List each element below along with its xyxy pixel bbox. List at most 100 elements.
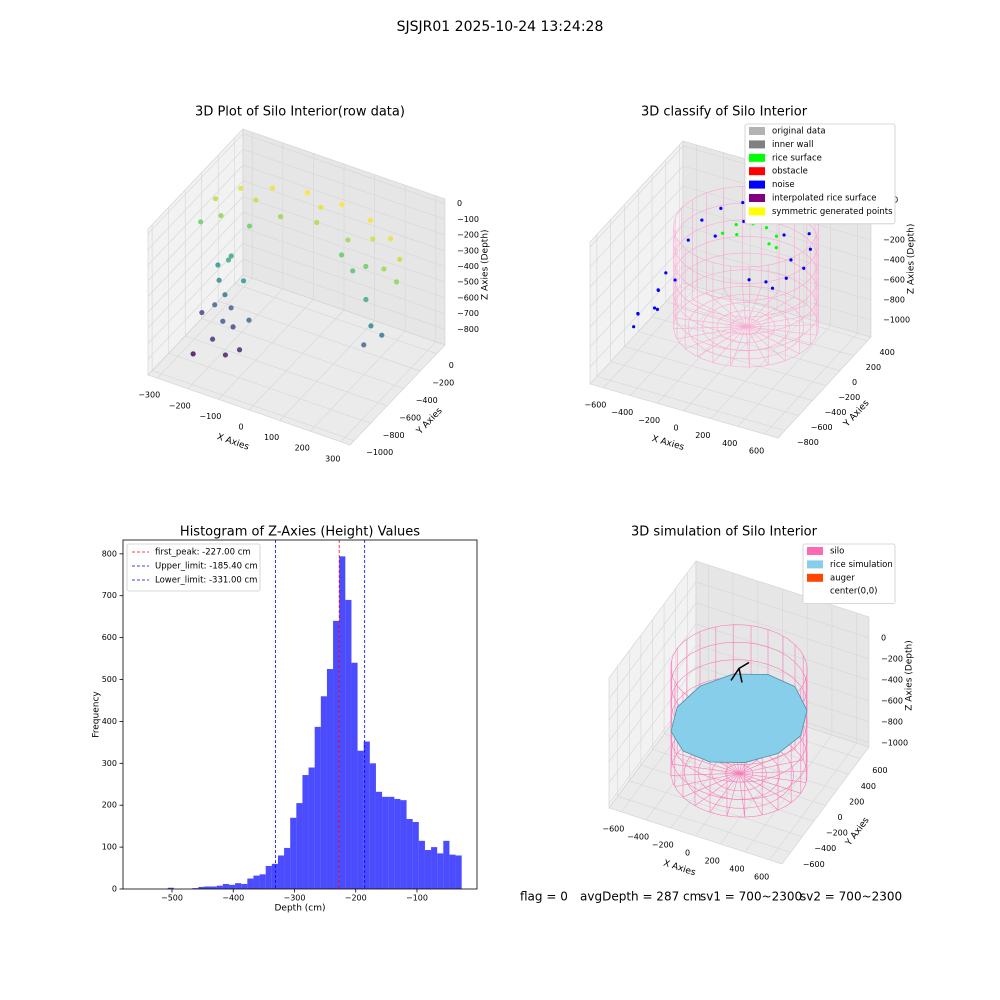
y-tick-label: 800 <box>102 549 117 558</box>
grid-line <box>596 376 785 431</box>
y-tick-label: 400 <box>861 782 876 791</box>
point <box>734 223 738 227</box>
panel-title: 3D simulation of Silo Interior <box>631 525 818 540</box>
grid-line <box>152 370 355 441</box>
point <box>361 342 367 348</box>
z-tick-label: −400 <box>881 675 903 684</box>
point <box>209 336 216 342</box>
grid-line <box>617 796 791 853</box>
z-tick-label: −400 <box>883 256 905 265</box>
grid-line <box>147 211 244 313</box>
silo-spoke <box>738 759 804 774</box>
point <box>345 237 351 243</box>
grid-line <box>603 286 697 389</box>
y-tick-label: 0 <box>112 885 117 894</box>
point <box>212 302 218 308</box>
silo-spoke <box>681 307 747 327</box>
x-tick-label: 100 <box>264 433 279 442</box>
point <box>212 196 219 202</box>
x-axis-label: X Axies <box>215 432 250 452</box>
x-axis-label: X Axies <box>662 859 697 879</box>
grid-line <box>279 320 375 421</box>
silo-spoke <box>745 324 819 327</box>
legend-patch <box>807 560 823 569</box>
grid-line <box>589 225 684 328</box>
y-axis-label: Frequency <box>92 691 102 738</box>
point <box>767 242 771 246</box>
legend-patch <box>807 547 823 555</box>
footer-text: avgDepth = 287 cm <box>580 890 701 904</box>
point <box>774 234 779 238</box>
footer-text: sv1 = 700~2300 <box>700 890 802 904</box>
grid-line <box>242 149 446 220</box>
x-axis-label: X Axies <box>651 434 686 453</box>
panel-title: Histogram of Z-Axies (Height) Values <box>180 525 420 540</box>
point <box>393 279 400 285</box>
grid-line <box>695 623 870 681</box>
x-tick-label: −400 <box>222 894 244 903</box>
legend-label: Upper_limit: -185.40 cm <box>155 562 258 572</box>
z-axis-label: Z Axies (Depth) <box>907 224 917 295</box>
y-tick-label: −600 <box>803 860 825 869</box>
point <box>741 200 745 205</box>
bar <box>363 741 370 889</box>
grid-line <box>710 317 805 419</box>
silo-spoke <box>738 749 796 774</box>
y-tick-label: 400 <box>102 717 117 726</box>
point <box>215 262 221 268</box>
point <box>655 307 660 311</box>
x-tick-label: −300 <box>138 391 160 400</box>
y-tick-label: 0 <box>449 361 454 370</box>
legend-label: rice simulation <box>830 560 893 570</box>
bar <box>192 888 199 889</box>
grid-line <box>242 196 446 267</box>
bar <box>167 887 174 889</box>
figure-title: SJSJR01 2025-10-24 13:24:28 <box>397 19 604 35</box>
z-axis-label: Z Axies (Depth) <box>905 640 915 711</box>
silo-spoke <box>692 299 747 327</box>
grid-line <box>589 145 684 248</box>
z-tick-label: −800 <box>883 296 905 305</box>
point <box>338 252 345 258</box>
grid-line <box>589 265 684 368</box>
silo-spoke <box>738 773 807 783</box>
x-tick-label: −600 <box>602 825 624 834</box>
point <box>397 256 403 262</box>
x-tick-label: −200 <box>345 894 367 903</box>
rice-surface <box>670 673 808 763</box>
x-tick-label: 0 <box>673 424 678 433</box>
silo-spoke <box>682 773 740 798</box>
legend-patch <box>749 140 765 149</box>
grid-line <box>651 316 841 371</box>
point <box>350 268 356 274</box>
z-axis-label: Z Axies (Depth) <box>481 229 491 300</box>
point <box>770 286 775 290</box>
point <box>686 238 690 242</box>
legend-label: original data <box>772 127 826 137</box>
legend-box <box>126 543 261 592</box>
point <box>220 318 226 324</box>
x-tick-label: 0 <box>238 423 243 432</box>
grid-line <box>608 665 697 784</box>
legend-label: Lower_limit: -331.00 cm <box>155 576 257 586</box>
x-tick-label: −100 <box>199 412 221 421</box>
point <box>808 247 812 251</box>
silo-spoke <box>742 286 747 327</box>
z-tick-label: −800 <box>881 717 903 726</box>
y-tick-label: 600 <box>102 633 117 642</box>
legend-patch <box>749 207 765 216</box>
x-tick-label: −200 <box>652 841 674 850</box>
point <box>318 204 324 210</box>
legend-patch <box>807 587 823 596</box>
grid-line <box>610 361 799 416</box>
point <box>246 223 253 229</box>
y-tick-label: 0 <box>852 378 857 387</box>
bar <box>296 803 303 889</box>
z-tick-label: −600 <box>457 293 479 302</box>
grid-line <box>589 245 684 348</box>
silo-spoke <box>745 326 800 355</box>
bar <box>284 847 291 889</box>
point <box>222 292 228 298</box>
silo-spoke <box>730 326 747 367</box>
